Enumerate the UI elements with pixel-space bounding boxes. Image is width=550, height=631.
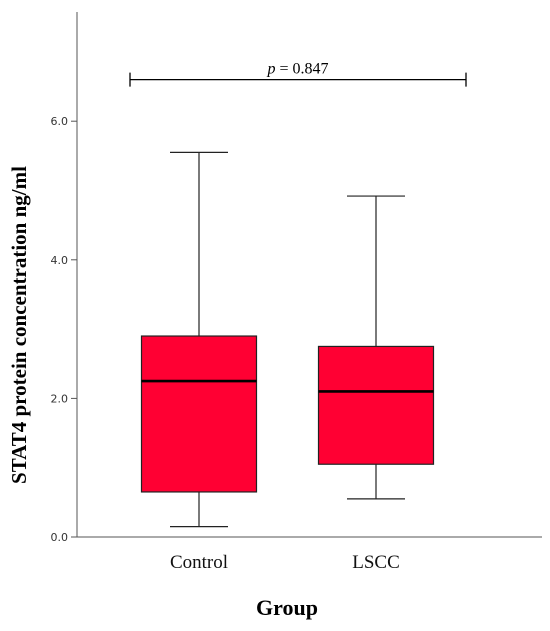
x-axis-title: Group: [256, 595, 318, 620]
y-axis-title: STAT4 protein concentration ng/ml: [7, 166, 31, 484]
y-tick-label: 2.0: [51, 392, 69, 405]
x-axis-category-labels: Control LSCC: [170, 552, 400, 573]
significance-annotation: p = 0.847: [129, 61, 467, 87]
plot-frame: [76, 12, 542, 538]
p-value-text: = 0.847: [275, 61, 328, 78]
y-tick-label: 6.0: [51, 115, 69, 128]
p-symbol: p: [266, 61, 275, 78]
box-series: [140, 151, 435, 528]
y-tick-label: 4.0: [51, 254, 69, 267]
iqr-box: [317, 345, 435, 465]
p-value-label: p = 0.847: [266, 61, 328, 78]
iqr-box: [140, 335, 258, 493]
x-tick-label: LSCC: [352, 552, 400, 573]
box-control: [140, 151, 258, 528]
y-tick-label: 0.0: [51, 531, 69, 544]
x-tick-label: Control: [170, 552, 228, 573]
box-lscc: [317, 195, 435, 500]
y-axis-ticks: 0.0 2.0 4.0 6.0: [51, 115, 77, 544]
